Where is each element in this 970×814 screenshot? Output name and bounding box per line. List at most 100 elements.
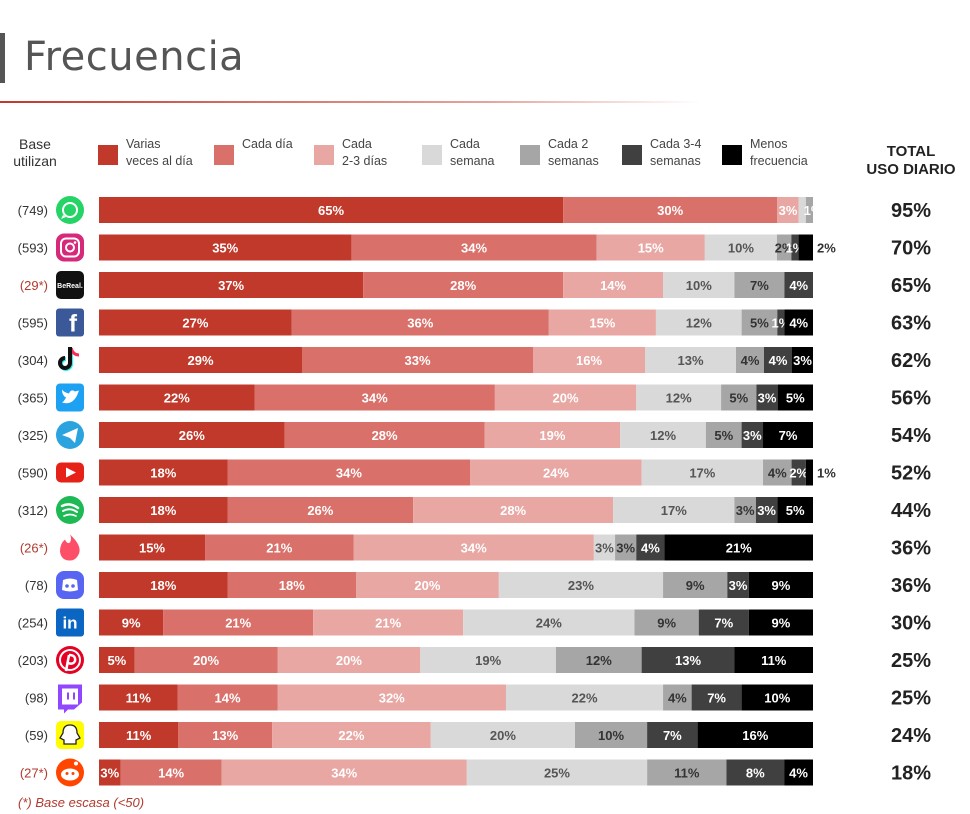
data-label: 7% [779, 428, 798, 443]
chart-row: (325) 26% 28% 19% 12% 5% 3% 7% 54% [18, 421, 931, 449]
data-label: 5% [107, 653, 126, 668]
legend-label: Varias veces al día [126, 137, 193, 168]
data-label: 5% [786, 391, 805, 406]
data-label: 29% [187, 353, 213, 368]
data-label: 3% [758, 391, 777, 406]
base-count-label: (304) [18, 353, 48, 368]
data-label: 15% [589, 316, 615, 331]
data-label: 65% [318, 203, 344, 218]
base-count-label: (595) [18, 316, 48, 331]
data-label: 23% [568, 578, 594, 593]
data-label: 24% [543, 466, 569, 481]
bar-segment [776, 234, 792, 261]
bar-segment [291, 309, 549, 336]
data-label: 3% [743, 428, 762, 443]
bar-segment [563, 272, 664, 298]
data-label: 4% [789, 316, 808, 331]
bar-segment [727, 572, 749, 598]
total-daily-label: 36% [891, 575, 931, 597]
bar-segment [99, 234, 352, 261]
bar-segment [805, 459, 813, 486]
data-label: 28% [450, 278, 476, 293]
bar-segment [741, 309, 778, 336]
bar-segment [99, 459, 228, 486]
bar-segment [748, 609, 813, 636]
page-title: Frecuencia [24, 34, 245, 80]
data-label: 9% [771, 578, 790, 593]
data-label: 7% [663, 728, 682, 743]
bar-segment [798, 234, 813, 261]
bar-segment [620, 422, 706, 448]
data-label: 12% [666, 391, 692, 406]
data-label: 4% [668, 691, 687, 706]
bar-segment [99, 684, 178, 711]
bar-segment [99, 422, 285, 448]
legend-swatch [520, 145, 540, 165]
data-label: 11% [126, 728, 152, 743]
data-label: 9% [657, 616, 676, 631]
data-label: 4% [789, 766, 808, 781]
data-label: 7% [714, 616, 733, 631]
data-label: 36% [407, 316, 433, 331]
discord-icon [56, 571, 84, 599]
data-label: 16% [576, 353, 602, 368]
bar-segment [755, 497, 778, 523]
data-label: 2% [789, 466, 808, 481]
bar-segment [705, 422, 742, 448]
base-count-label: (29*) [20, 278, 48, 293]
data-label: 4% [769, 353, 788, 368]
total-daily-label: 65% [891, 275, 931, 297]
reddit-icon [56, 758, 84, 787]
total-daily-label: 44% [891, 500, 931, 522]
data-label: 22% [572, 691, 598, 706]
bar-segment [99, 497, 228, 523]
data-label: 26% [179, 428, 205, 443]
bar-segment [254, 384, 495, 411]
legend-label: Menos frecuencia [750, 137, 808, 168]
data-label: 20% [193, 653, 219, 668]
bar-segment [555, 647, 642, 673]
data-label: 21% [266, 541, 292, 556]
bar-segment [691, 684, 742, 711]
bar-segment [177, 684, 278, 711]
bar-segment [466, 759, 648, 786]
base-count-label: (27*) [20, 766, 48, 781]
bar-segment [613, 497, 735, 523]
data-label: 17% [661, 503, 687, 518]
data-label: 8% [746, 766, 765, 781]
base-count-label: (312) [18, 503, 48, 518]
bar-segment [792, 347, 813, 373]
bar-segment [99, 347, 302, 373]
base-count-label: (98) [25, 691, 48, 706]
data-label: 10% [598, 728, 624, 743]
total-daily-label: 52% [891, 463, 931, 485]
data-label: 3% [736, 503, 755, 518]
data-label: 13% [677, 353, 703, 368]
data-label: 2% [817, 241, 836, 256]
spotify-icon [56, 496, 84, 524]
bar-segment [494, 384, 637, 411]
bar-segment [634, 609, 699, 636]
youtube-icon [56, 462, 84, 483]
bar-segment [99, 722, 179, 748]
data-label: 14% [600, 278, 626, 293]
bar-segment [505, 684, 664, 711]
data-label: 33% [404, 353, 430, 368]
data-label: 9% [122, 616, 141, 631]
data-label: 25% [544, 766, 570, 781]
data-label: 18% [150, 578, 176, 593]
data-label: 28% [500, 503, 526, 518]
bar-segment [641, 647, 735, 673]
data-label: 2% [775, 241, 794, 256]
data-label: 4% [768, 466, 787, 481]
bar-segment [805, 197, 813, 223]
data-label: 4% [741, 353, 760, 368]
bar-segment [663, 272, 735, 298]
total-daily-label: 18% [891, 763, 931, 785]
data-label: 1% [804, 203, 823, 218]
bar-segment [99, 609, 164, 636]
total-daily-label: 30% [891, 613, 931, 635]
bar-segment [313, 609, 464, 636]
chart-row: (29*) BeReal. 37% 28% 14% 10% 7% 4% 65% [20, 271, 931, 299]
data-label: 12% [650, 428, 676, 443]
